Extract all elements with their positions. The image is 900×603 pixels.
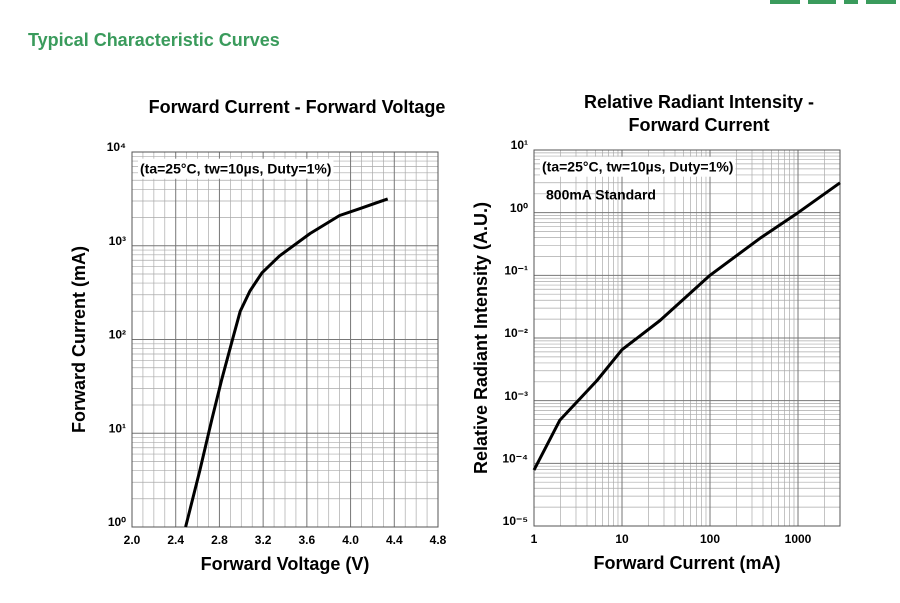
y-tick-label: 10⁴ (107, 140, 126, 154)
x-tick-label: 3.2 (255, 533, 272, 547)
x-tick-label: 4.8 (430, 533, 447, 547)
y-tick-label: 10³ (109, 234, 126, 248)
y-tick-label: 10⁻³ (504, 389, 528, 403)
x-tick-label: 4.0 (342, 533, 359, 547)
y-tick-label: 10⁰ (510, 201, 528, 215)
y-tick-label: 10¹ (511, 138, 528, 152)
x-tick-label: 3.6 (299, 533, 316, 547)
y-axis-label: Forward Current (mA) (69, 246, 89, 433)
data-line (184, 197, 389, 528)
x-tick-label: 2.0 (124, 533, 141, 547)
x-tick-label: 100 (700, 532, 720, 546)
logo-fragment (770, 0, 896, 4)
x-axis-label: Forward Voltage (V) (201, 554, 370, 574)
annotation: (ta=25°C, tw=10µs, Duty=1%) (140, 161, 331, 177)
x-tick-label: 1000 (785, 532, 812, 546)
chart-title: Forward Current - Forward Voltage (149, 97, 446, 117)
y-axis-label: Relative Radiant Intensity (A.U.) (471, 202, 491, 474)
plot-frame (533, 149, 841, 527)
chart-title: Forward Current (628, 115, 769, 135)
x-tick-label: 1 (531, 532, 538, 546)
y-tick-label: 10⁰ (108, 515, 126, 529)
y-tick-label: 10⁻² (504, 326, 528, 340)
annotation: 800mA Standard (546, 187, 656, 203)
chart-title: Relative Radiant Intensity - (584, 92, 814, 112)
y-tick-label: 10⁻⁵ (503, 514, 528, 528)
annotation-bg (138, 158, 334, 179)
x-axis-label: Forward Current (mA) (593, 553, 780, 573)
data-line (532, 181, 841, 471)
x-tick-label: 2.4 (167, 533, 184, 547)
annotation-bg (540, 156, 736, 177)
x-tick-label: 2.8 (211, 533, 228, 547)
x-tick-label: 4.4 (386, 533, 403, 547)
page-title: Typical Characteristic Curves (28, 30, 280, 50)
y-tick-label: 10¹ (109, 421, 126, 435)
plot-frame (131, 151, 439, 528)
y-tick-label: 10⁻¹ (504, 264, 528, 278)
annotation: (ta=25°C, tw=10µs, Duty=1%) (542, 159, 733, 175)
y-tick-label: 10⁻⁴ (502, 452, 528, 466)
y-tick-label: 10² (109, 328, 126, 342)
x-tick-label: 10 (615, 532, 629, 546)
